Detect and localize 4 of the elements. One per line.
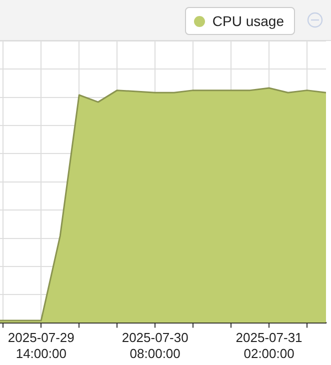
x-tick-label: 2025-07-30 08:00:00 (122, 330, 188, 361)
x-tick-label: 2025-07-31 02:00:00 (236, 330, 302, 361)
x-tick-label: 2025-07-29 14:00:00 (8, 330, 74, 361)
legend-label: CPU usage (212, 13, 284, 29)
